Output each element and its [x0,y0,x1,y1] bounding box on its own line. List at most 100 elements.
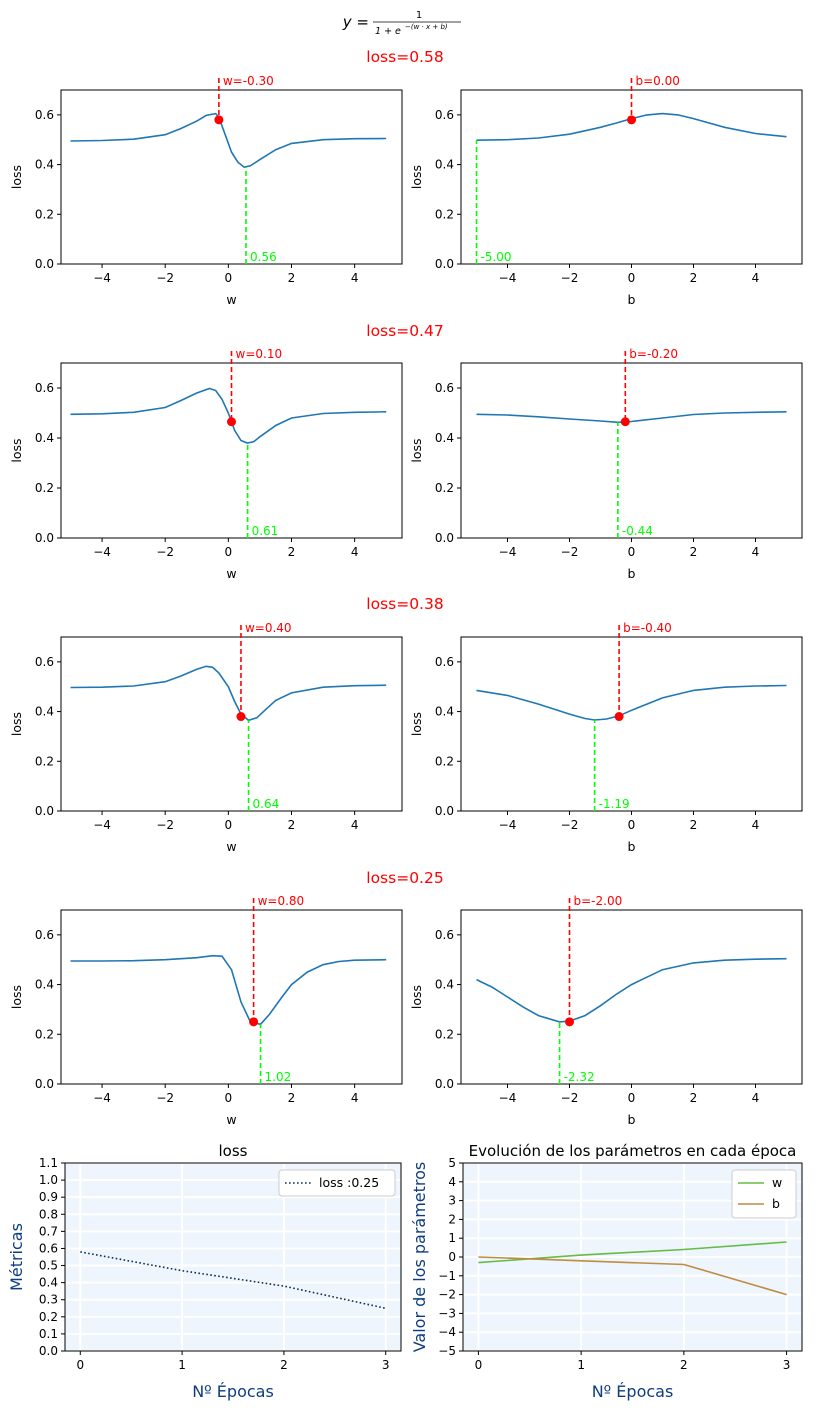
y-tick-label-row3-b: 0.0 [435,1077,454,1091]
y-tick-label-row0-w: 0.4 [35,158,54,172]
y-tick-label-row2-w: 0.4 [35,705,54,719]
y-tick-label-row1-w: 0.2 [35,481,54,495]
row-title-2: loss=0.38 [366,595,443,613]
history-params-chart: 0 1 2 3 −5 −4 −3 −2 −1 0 1 2 3 4 5 Evolución de los par… [410,1142,803,1401]
current-point-row3-b [565,1017,574,1027]
loss-panel-row0-b: −4 −2 0 2 4 0.0 0.2 0.4 0.6 b loss -5.00 b=0.00 [409,74,803,307]
loss-panel-row1-w: loss=0.47 −4 −2 0 2 4 0.0 0.2 0.4 0.6 w loss 0.61 w=0… [9,322,444,581]
current-point-row0-b [627,115,636,125]
history-loss-title: loss [219,1142,248,1160]
y-tick-label-row2-w: 0.0 [35,804,54,818]
x-tick-label-row3-w: 2 [288,1091,296,1105]
y-tick-label-row0-w: 0.6 [35,108,54,122]
x-tick-label-row1-w: 4 [351,545,359,559]
x-tick-label-row3-w: −2 [156,1091,174,1105]
history-loss-y-axis-label: Métricas [7,1223,26,1291]
x-axis-label-row2-b: b [628,839,636,854]
history-params-y-tick-label: −2 [438,1288,456,1302]
x-tick-label-row2-b: 2 [690,818,698,832]
y-tick-label-row1-b: 0.0 [435,531,454,545]
formula-lhs: y = [342,13,369,31]
x-tick-label-row0-b: 4 [752,271,760,285]
loss-panel-row3-w: loss=0.25 −4 −2 0 2 4 0.0 0.2 0.4 0.6 w loss 1.02 w=0… [9,869,444,1127]
history-params-x-tick-label: 3 [783,1358,791,1372]
y-axis-label-row0-b: loss [409,165,424,189]
minimum-label-row0-w: 0.56 [250,250,277,264]
history-params-y-tick-label: −4 [438,1325,456,1339]
y-tick-label-row1-b: 0.4 [435,431,454,445]
history-params-y-tick-label: 1 [448,1231,456,1245]
current-label-row0-b: b=0.00 [636,74,680,88]
current-point-row0-w [214,115,224,125]
charts-layer: loss=0.58 −4 −2 0 2 4 0.0 0.2 0.4 0.6 w loss 0.56 w=-… [7,48,803,1401]
y-axis-label-row2-w: loss [9,712,24,736]
y-tick-label-row0-b: 0.6 [435,108,454,122]
current-label-row1-w: w=0.10 [236,347,283,361]
loss-panel-row1-b: −4 −2 0 2 4 0.0 0.2 0.4 0.6 b loss -0.44 b=-0.20 [409,347,803,581]
current-label-row1-b: b=-0.20 [629,347,678,361]
loss-curve-row0-w [70,112,387,168]
x-axis-label-row0-b: b [628,292,636,307]
x-tick-label-row2-w: 0 [225,818,233,832]
minimum-label-row0-b: -5.00 [481,250,512,264]
history-params-y-tick-label: −5 [438,1344,456,1358]
y-tick-label-row3-b: 0.2 [435,1027,454,1041]
history-params-y-tick-label: −1 [438,1269,456,1283]
history-params-y-tick-label: −3 [438,1306,456,1320]
loss-curve-row1-b [476,411,787,424]
x-tick-label-row0-b: −2 [561,271,579,285]
row-title-0: loss=0.58 [366,48,443,66]
x-tick-label-row2-b: −4 [499,818,517,832]
minimum-label-row2-b: -1.19 [599,797,630,811]
y-tick-label-row1-w: 0.6 [35,381,54,395]
current-label-row2-b: b=-0.40 [623,621,672,635]
y-tick-label-row2-b: 0.4 [435,705,454,719]
y-tick-label-row2-w: 0.2 [35,754,54,768]
y-tick-label-row0-b: 0.2 [435,207,454,221]
y-tick-label-row2-b: 0.2 [435,754,454,768]
x-tick-label-row0-w: 0 [225,271,233,285]
y-tick-label-row3-w: 0.6 [35,928,54,942]
x-tick-label-row0-w: −4 [93,271,111,285]
x-tick-label-row1-w: −2 [156,545,174,559]
y-tick-label-row1-b: 0.2 [435,481,454,495]
loss-curve-row3-b [476,957,787,1023]
current-label-row3-w: w=0.80 [258,894,305,908]
x-tick-label-row3-b: 0 [628,1091,636,1105]
loss-panel-row2-w: loss=0.38 −4 −2 0 2 4 0.0 0.2 0.4 0.6 w loss 0.64 w=0… [9,595,444,854]
x-tick-label-row2-b: 0 [628,818,636,832]
loss-curve-row2-b [476,684,787,721]
history-loss-legend [278,1169,396,1197]
y-tick-label-row2-b: 0.6 [435,655,454,669]
history-loss-legend-label: loss :0.25 [319,1175,379,1190]
history-params-y-tick-label: 2 [448,1212,456,1226]
loss-panel-row3-b: −4 −2 0 2 4 0.0 0.2 0.4 0.6 b loss -2.32 b=-2.00 [409,894,803,1127]
history-params-x-tick-label: 2 [680,1358,688,1372]
axes-frame-row0-w [60,89,403,265]
history-params-y-tick-label: 4 [448,1175,456,1189]
history-params-legend-label: w [772,1175,782,1190]
minimum-label-row3-b: -2.32 [564,1070,595,1084]
y-axis-label-row3-b: loss [409,985,424,1009]
x-tick-label-row1-b: −2 [561,545,579,559]
axes-frame-row1-b [460,362,803,539]
x-tick-label-row2-b: 4 [752,818,760,832]
y-tick-label-row2-w: 0.6 [35,655,54,669]
history-params-title: Evolución de los parámetros en cada époc… [469,1142,797,1160]
x-tick-label-row3-b: 4 [752,1091,760,1105]
history-loss-axes-frame [64,1162,402,1352]
history-params-y-axis-label: Valor de los parámetros [410,1162,429,1353]
y-axis-label-row0-w: loss [9,165,24,189]
history-params-x-axis-label: Nº Épocas [592,1382,674,1401]
y-tick-label-row1-w: 0.4 [35,431,54,445]
history-loss-x-axis-label: Nº Épocas [192,1382,274,1401]
x-tick-label-row3-b: 2 [690,1091,698,1105]
x-tick-label-row1-b: 4 [752,545,760,559]
minimum-label-row1-w: 0.61 [252,524,279,538]
history-loss-chart: 0 1 2 3 0.0 0.1 0.2 0.3 0.4 0.5 0.6 0.7 0.8 0.9 1.0 1.1… [7,1142,402,1401]
current-label-row3-b: b=-2.00 [574,894,623,908]
axes-frame-row1-w [60,362,403,539]
x-axis-label-row3-b: b [628,1112,636,1127]
history-loss-x-tick-label: 1 [178,1358,186,1372]
